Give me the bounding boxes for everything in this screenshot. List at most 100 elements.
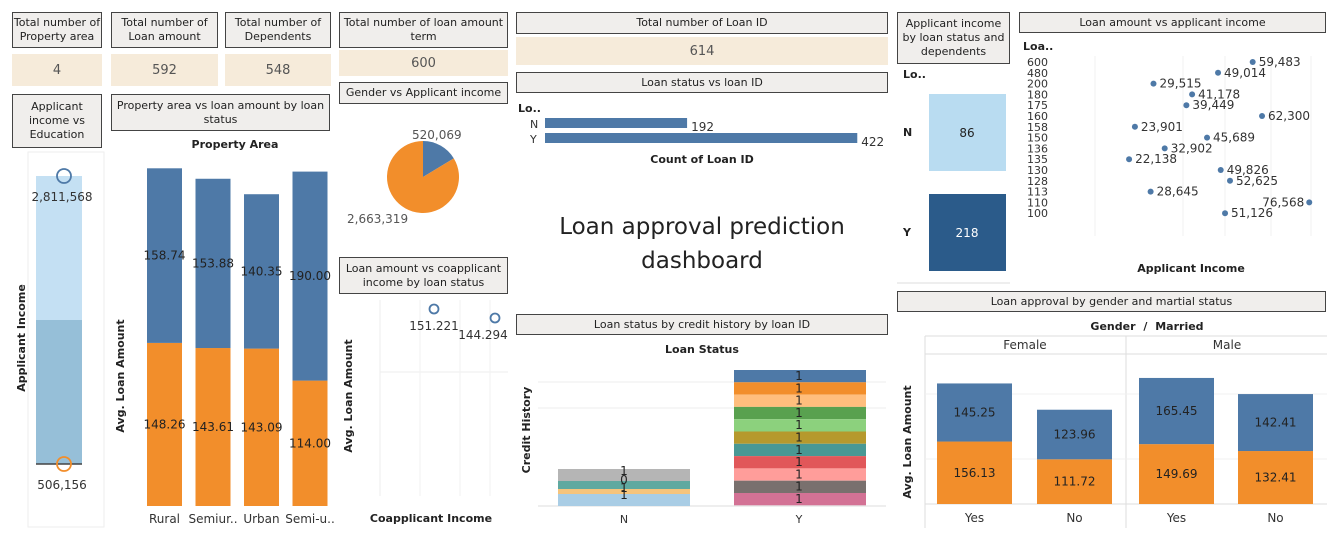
prop-bar-upper-2 bbox=[244, 194, 279, 349]
pie-slice-1 bbox=[387, 141, 459, 213]
coapp-chart: 151.221 144.294 Avg. Loan Amount Coappli… bbox=[342, 300, 508, 525]
amount-point-2 bbox=[1150, 80, 1157, 87]
credit-y-label-6: 1 bbox=[795, 443, 803, 457]
credit-y-label-7: 1 bbox=[795, 455, 803, 469]
credit-y-label-4: 1 bbox=[795, 418, 803, 432]
coapp-point-1 bbox=[489, 312, 501, 324]
status-id-chart: Lo.. N Y Count of Loan ID 192 422 bbox=[518, 102, 884, 166]
amount-cat-12: 113 bbox=[1027, 186, 1048, 199]
status-label-0: 192 bbox=[691, 120, 714, 134]
amount-label-10: 49,826 bbox=[1227, 163, 1269, 177]
prop-label-lower-2: 143.09 bbox=[241, 420, 283, 434]
prop-cat-1: Semiur.. bbox=[188, 512, 237, 526]
pie-label-0: 520,069 bbox=[412, 128, 462, 142]
gm-label-upper-2: 165.45 bbox=[1156, 404, 1198, 418]
gender-income-header: Gender vs Applicant income bbox=[339, 82, 508, 104]
amount-label-13: 76,568 bbox=[1262, 195, 1304, 209]
dependents-header: Applicant income by loan status and depe… bbox=[897, 12, 1010, 64]
amount-point-6 bbox=[1131, 123, 1138, 130]
credit-cat-y: Y bbox=[795, 513, 803, 526]
gm-bar-upper-2 bbox=[1139, 377, 1214, 445]
edu-label-lower: 506,156 bbox=[37, 478, 87, 492]
amount-label-12: 28,645 bbox=[1157, 185, 1199, 199]
credit-title: Loan Status bbox=[665, 343, 739, 356]
amount-label-14: 51,126 bbox=[1231, 206, 1273, 220]
credit-y-label-2: 1 bbox=[795, 394, 803, 408]
edu-chart: 2,811,568 506,156 Applicant Income bbox=[15, 151, 105, 528]
prop-label-upper-2: 140.35 bbox=[241, 264, 283, 278]
prop-bar-lower-1 bbox=[195, 348, 231, 506]
amount-axis-header: Loa.. bbox=[1023, 40, 1053, 53]
credit-ylabel: Credit History bbox=[520, 387, 533, 474]
amount-label-9: 22,138 bbox=[1135, 152, 1177, 166]
gm-cat-0: Yes bbox=[964, 511, 984, 525]
amount-point-5 bbox=[1259, 113, 1266, 119]
amount-cat-11: 128 bbox=[1027, 175, 1048, 188]
prop-label-lower-3: 114.00 bbox=[289, 436, 331, 450]
amount-cat-2: 200 bbox=[1027, 78, 1048, 91]
gm-bar-upper-0 bbox=[937, 383, 1012, 442]
amount-cat-9: 135 bbox=[1027, 153, 1048, 166]
pie-label-1: 2,663,319 bbox=[347, 212, 408, 226]
kpi-dependents-title: Total number of Dependents bbox=[225, 12, 331, 48]
credit-y-seg-5 bbox=[734, 431, 866, 444]
edu-bar-lower bbox=[36, 320, 82, 464]
kpi-loan-term-title: Total number of loan amount term bbox=[339, 12, 508, 48]
credit-y-label-10: 1 bbox=[795, 492, 803, 506]
status-id-header: Loan status vs loan ID bbox=[516, 72, 888, 93]
kpi-loan-id-value: 614 bbox=[516, 37, 888, 65]
amount-cat-5: 160 bbox=[1027, 110, 1048, 123]
edu-frame bbox=[27, 151, 105, 528]
dependents-cell-y bbox=[929, 194, 1006, 271]
kpi-loan-amount-title: Total number of Loan amount bbox=[111, 12, 218, 48]
kpi-property-area-title: Total number of Property area bbox=[12, 12, 102, 48]
credit-y-seg-9 bbox=[734, 480, 866, 493]
prop-label-upper-3: 190.00 bbox=[289, 269, 331, 283]
prop-label-lower-1: 143.61 bbox=[192, 420, 234, 434]
dashboard-title-line1: Loan approval prediction bbox=[559, 214, 845, 240]
credit-y-seg-3 bbox=[734, 406, 866, 420]
gm-ylabel: Avg. Loan Amount bbox=[901, 385, 914, 498]
prop-label-lower-0: 148.26 bbox=[144, 417, 186, 431]
gm-cat-3: No bbox=[1267, 511, 1283, 525]
gm-cat-1: No bbox=[1066, 511, 1082, 525]
gm-label-lower-2: 149.69 bbox=[1156, 467, 1198, 481]
amount-point-3 bbox=[1189, 91, 1196, 98]
amount-income-chart: Loa.. Applicant Income 60048020018017516… bbox=[1023, 40, 1313, 275]
edu-label-upper: 2,811,568 bbox=[31, 190, 92, 204]
kpi-property-area-value: 4 bbox=[12, 54, 102, 86]
dependents-value-n: 86 bbox=[959, 126, 974, 140]
amount-point-9 bbox=[1126, 156, 1133, 163]
edu-bar-upper bbox=[36, 176, 82, 320]
credit-y-label-1: 1 bbox=[795, 381, 803, 395]
kpi-loan-id-title: Total number of Loan ID bbox=[516, 12, 888, 34]
amount-label-8: 32,902 bbox=[1171, 141, 1213, 155]
credit-y-seg-2 bbox=[734, 394, 866, 407]
edu-header: Applicant income vs Education bbox=[12, 94, 102, 148]
prop-bar-upper-0 bbox=[147, 168, 182, 343]
kpi-loan-term-value: 600 bbox=[339, 50, 508, 76]
amount-label-1: 49,014 bbox=[1224, 66, 1266, 80]
dashboard-title: Loan approval prediction dashboard bbox=[516, 210, 888, 278]
gm-title: Gender / Married bbox=[1090, 320, 1203, 333]
amount-point-4 bbox=[1183, 102, 1190, 109]
dashboard-title-line2: dashboard bbox=[641, 248, 763, 274]
gm-label-lower-3: 132.41 bbox=[1255, 471, 1297, 485]
amount-cat-0: 600 bbox=[1027, 56, 1048, 69]
credit-n-seg-1 bbox=[558, 489, 690, 494]
dependents-axis-header: Lo.. bbox=[903, 68, 926, 81]
prop-bar-lower-3 bbox=[292, 380, 328, 506]
amount-cat-6: 158 bbox=[1027, 121, 1048, 134]
prop-chart: Property Area Avg. Loan Amount 148.26 158… bbox=[114, 138, 335, 526]
gm-bar-lower-1 bbox=[1037, 459, 1112, 504]
gm-bar-lower-3 bbox=[1238, 451, 1313, 504]
pie-slice-0 bbox=[423, 141, 454, 177]
amount-label-6: 23,901 bbox=[1141, 120, 1183, 134]
status-cat-n: N bbox=[530, 118, 538, 131]
gm-cat-2: Yes bbox=[1166, 511, 1186, 525]
gm-label-upper-1: 123.96 bbox=[1054, 428, 1096, 442]
gm-label-upper-3: 142.41 bbox=[1255, 416, 1297, 430]
status-xlabel: Count of Loan ID bbox=[650, 153, 753, 166]
coapp-point-0 bbox=[428, 303, 440, 315]
coapp-label-0: 151.221 bbox=[409, 319, 459, 333]
